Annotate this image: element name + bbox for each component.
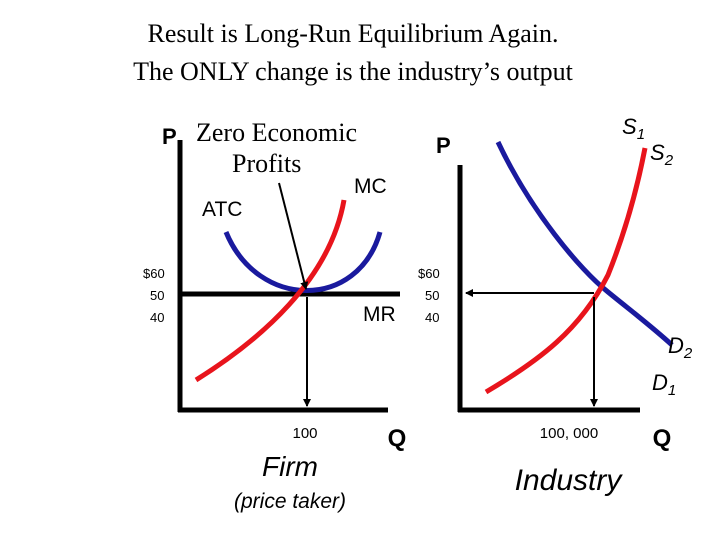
- zero-profit-annotation-line-2: Profits: [232, 149, 301, 178]
- mr-label: MR: [363, 303, 396, 326]
- demand-label-d1: D1: [652, 370, 676, 399]
- atc-label: ATC: [202, 198, 242, 221]
- industry-price-tick-60: $60: [418, 266, 440, 281]
- industry-price-tick-40: 40: [425, 310, 439, 325]
- firm-quantity-tick: 100: [292, 425, 317, 442]
- supply-label-s1: S1: [622, 114, 645, 143]
- firm-panel: P Zero Economic Profits MC ATC MR $60 50…: [143, 118, 406, 513]
- supply-curve-s1: [484, 147, 648, 395]
- firm-price-tick-60: $60: [143, 266, 165, 281]
- firm-subcaption: (price taker): [234, 490, 346, 513]
- zero-profit-annotation-line-1: Zero Economic: [196, 118, 357, 147]
- mc-label: MC: [354, 175, 387, 198]
- title-line-1: Result is Long-Run Equilibrium Again.: [148, 19, 559, 48]
- industry-panel: P S1 S2 D2 D1 $60 50 40 100, 000 Q Indus…: [418, 114, 693, 497]
- firm-caption: Firm: [262, 451, 318, 482]
- industry-price-tick-50: 50: [425, 288, 439, 303]
- zero-profit-arrow: [278, 182, 309, 290]
- title-line-2: The ONLY change is the industry’s output: [133, 57, 574, 86]
- industry-y-axis-label: P: [436, 133, 451, 158]
- industry-caption: Industry: [515, 464, 624, 497]
- industry-x-axis-label: Q: [653, 425, 672, 452]
- supply-label-s2: S2: [650, 140, 674, 169]
- firm-price-tick-40: 40: [150, 310, 164, 325]
- mc-curve: [194, 199, 347, 383]
- firm-x-axis-label: Q: [388, 425, 407, 452]
- atc-curve: [223, 231, 383, 293]
- firm-y-axis-label: P: [162, 124, 177, 149]
- industry-quantity-tick: 100, 000: [540, 425, 598, 442]
- firm-price-tick-50: 50: [150, 288, 164, 303]
- demand-label-d2: D2: [668, 333, 693, 362]
